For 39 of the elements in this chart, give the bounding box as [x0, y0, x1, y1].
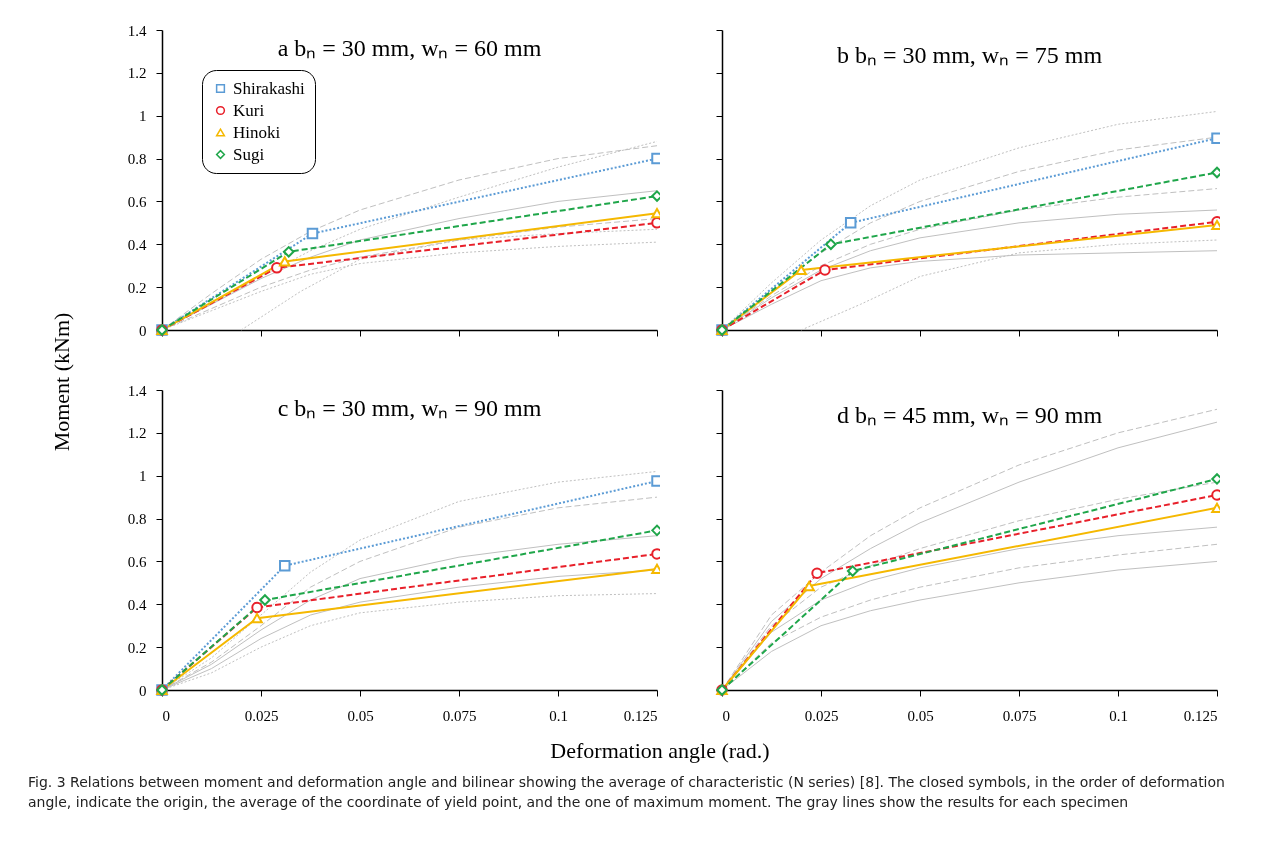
x-tick-label: 0.05: [907, 707, 934, 724]
y-tick-label: 0.4: [127, 596, 147, 613]
y-tick-label: 0.4: [127, 236, 147, 253]
y-tick-label: 0.8: [127, 151, 147, 168]
x-tick-label: 0.1: [1109, 707, 1128, 724]
y-tick-label: 1: [139, 468, 147, 485]
chart-title: a bₙ = 30 mm, wₙ = 60 mm: [277, 35, 542, 61]
x-tick-label: 0: [162, 707, 170, 724]
x-tick-label: 0.025: [804, 707, 839, 724]
x-tick-label: 0.075: [1002, 707, 1037, 724]
y-tick-label: 0.6: [127, 553, 147, 570]
y-tick-label: 0.2: [127, 639, 147, 656]
chart-title: b bₙ = 30 mm, wₙ = 75 mm: [836, 41, 1103, 68]
caption: Fig. 3 Relations between moment and deformation angle and bilinear showing the average of characteristic (N series) [8]. The closed symbols, in the order of deformation angle, indicate the origin, the average of the coordinate of yield point, and the one of maximum moment. The gray lines show the results for each specimen: [28, 773, 1226, 812]
y-tick-label: 1.2: [127, 65, 147, 82]
x-tick-label: 0.125: [623, 707, 658, 724]
y-tick-label: 1: [139, 108, 147, 125]
x-tick-label: 0.025: [244, 707, 279, 724]
y-tick-label: 1.4: [127, 382, 147, 399]
x-tick-label: 0: [722, 707, 730, 724]
y-tick-label: 0: [139, 682, 147, 699]
y-tick-label: 0.8: [127, 511, 147, 528]
x-tick-label: 0.075: [442, 707, 477, 724]
y-axis-title: Moment (kNm): [49, 312, 75, 452]
legend-label: Sugi: [233, 144, 265, 164]
y-tick-label: 0.2: [127, 279, 147, 296]
legend-label: Hinoki: [233, 122, 281, 142]
x-tick-label: 0.05: [347, 707, 374, 724]
x-tick-label: 0.125: [1183, 707, 1218, 724]
legend-label: Kuri: [233, 100, 265, 120]
x-axis-title: Deformation angle (rad.): [549, 738, 771, 764]
chart-title: c bₙ = 30 mm, wₙ = 90 mm: [277, 395, 542, 421]
y-tick-label: 1.4: [127, 22, 147, 39]
y-tick-label: 0.6: [127, 193, 147, 210]
legend-label: Shirakashi: [233, 78, 306, 98]
y-tick-label: 0: [139, 322, 147, 339]
x-tick-label: 0.1: [549, 707, 568, 724]
chart-title: d bₙ = 45 mm, wₙ = 90 mm: [836, 401, 1103, 428]
y-tick-label: 1.2: [127, 425, 147, 442]
